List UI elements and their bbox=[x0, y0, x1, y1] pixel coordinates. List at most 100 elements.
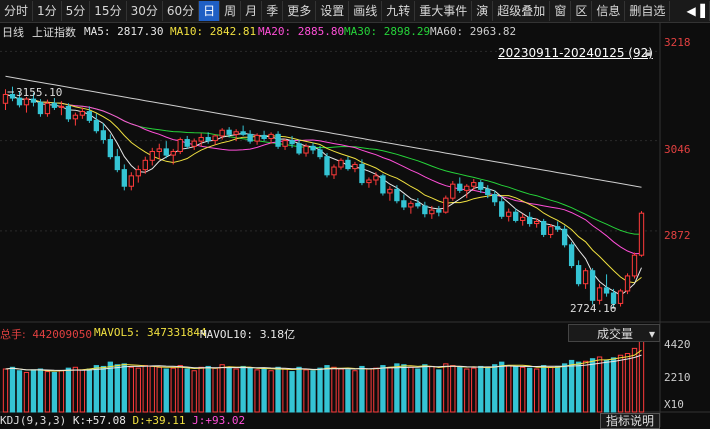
volume-bar bbox=[212, 367, 218, 413]
candle-body bbox=[345, 159, 351, 170]
toolbar-item-16[interactable]: 超级叠加 bbox=[493, 1, 551, 21]
candle-body bbox=[352, 163, 358, 170]
volume-bar bbox=[23, 371, 30, 413]
indicator-dropdown[interactable]: 成交量 ▾ bbox=[568, 324, 660, 342]
candle-body bbox=[617, 290, 624, 304]
volume-tick-high: 4420 bbox=[664, 338, 691, 351]
candle-body bbox=[226, 129, 232, 135]
volume-bar bbox=[527, 367, 533, 413]
candle-body bbox=[331, 166, 337, 176]
candle-body bbox=[401, 200, 407, 208]
toolbar-item-13[interactable]: 九转 bbox=[382, 1, 416, 21]
candle-body bbox=[114, 156, 120, 171]
toolbar-item-19[interactable]: 信息 bbox=[592, 1, 626, 21]
volume-bar bbox=[568, 359, 575, 413]
toolbar-item-5[interactable]: 60分 bbox=[163, 1, 200, 21]
collapse-panel-icon[interactable]: ◀▐ bbox=[683, 1, 710, 21]
candle-body bbox=[135, 169, 141, 177]
toolbar-item-14[interactable]: 重大事件 bbox=[415, 1, 473, 21]
toolbar-item-6[interactable]: 日 bbox=[199, 1, 221, 21]
candle-body bbox=[317, 149, 323, 158]
volume-bar bbox=[79, 369, 86, 413]
volume-bar bbox=[226, 366, 232, 413]
candle-body bbox=[23, 98, 30, 106]
volume-bar bbox=[638, 335, 645, 413]
candle-body bbox=[380, 175, 386, 194]
toolbar-item-11[interactable]: 设置 bbox=[316, 1, 350, 21]
ma60-line bbox=[5, 75, 642, 188]
candle-body bbox=[415, 202, 421, 207]
volume-bar bbox=[429, 365, 435, 413]
ma10-value: 2842.81 bbox=[209, 25, 257, 38]
toolbar-item-18[interactable]: 区 bbox=[571, 1, 593, 21]
volume-bar bbox=[561, 363, 568, 413]
candle-body bbox=[51, 102, 58, 108]
candle-body bbox=[554, 226, 561, 230]
volume-bar bbox=[128, 366, 134, 413]
volume-bar bbox=[415, 368, 421, 413]
toolbar-item-0[interactable]: 分时 bbox=[0, 1, 34, 21]
volume-bar bbox=[170, 367, 176, 413]
toolbar-item-8[interactable]: 月 bbox=[241, 1, 263, 21]
mavol10-value: 3.18亿 bbox=[259, 328, 296, 341]
toolbar-item-3[interactable]: 15分 bbox=[90, 1, 127, 21]
toolbar-item-20[interactable]: 删自选 bbox=[625, 1, 671, 21]
candle-body bbox=[359, 163, 365, 184]
kdj-j-label: J: bbox=[192, 414, 206, 427]
toolbar-item-7[interactable]: 周 bbox=[220, 1, 242, 21]
candle-body bbox=[540, 220, 547, 235]
toolbar-item-12[interactable]: 画线 bbox=[349, 1, 383, 21]
volume-bar bbox=[596, 356, 603, 413]
volume-bar bbox=[72, 366, 79, 413]
ma5-value: 2817.30 bbox=[117, 25, 164, 38]
volume-bar bbox=[464, 368, 470, 413]
volume-bar bbox=[317, 367, 323, 413]
toolbar-item-1[interactable]: 1分 bbox=[33, 1, 62, 21]
candle-body bbox=[121, 169, 127, 187]
candle-body bbox=[422, 205, 428, 215]
candle-body bbox=[205, 136, 211, 142]
ma20-label: MA20: bbox=[258, 25, 292, 38]
lock-icon[interactable]: 🔒︎ bbox=[645, 45, 652, 59]
volume-bar bbox=[443, 363, 449, 413]
candle-body bbox=[366, 179, 372, 184]
ma60-label: MA60: bbox=[430, 25, 464, 38]
mavol5-label: MAVOL5: bbox=[94, 326, 141, 339]
candle-body bbox=[149, 150, 155, 161]
volume-bar bbox=[422, 364, 428, 413]
volume-bar bbox=[387, 366, 393, 413]
candle-body bbox=[638, 212, 645, 256]
toolbar-item-15[interactable]: 演 bbox=[472, 1, 494, 21]
volume-total-label: 总手: bbox=[0, 328, 26, 341]
toolbar-item-17[interactable]: 窗 bbox=[550, 1, 572, 21]
kdj-d-label: D: bbox=[132, 414, 146, 427]
candle-body bbox=[429, 209, 435, 215]
candle-body bbox=[156, 148, 162, 152]
volume-bar bbox=[450, 365, 456, 413]
volume-bar bbox=[373, 367, 379, 413]
toolbar-item-2[interactable]: 5分 bbox=[62, 1, 91, 21]
volume-bar bbox=[275, 366, 281, 413]
candle-body bbox=[568, 244, 575, 267]
volume-bar bbox=[30, 369, 37, 413]
volume-bar bbox=[617, 354, 624, 413]
volume-bar bbox=[296, 366, 302, 413]
date-range[interactable]: 20230911-20240125 (92) bbox=[498, 46, 653, 60]
candle-body bbox=[16, 97, 23, 106]
toolbar-item-10[interactable]: 更多 bbox=[283, 1, 317, 21]
toolbar-item-4[interactable]: 30分 bbox=[127, 1, 163, 21]
toolbar-item-9[interactable]: 季 bbox=[262, 1, 284, 21]
kdj-k-label: K: bbox=[72, 414, 87, 427]
volume-bar bbox=[58, 370, 65, 413]
price-tick-mid: 3046 bbox=[664, 143, 691, 156]
period-label: 日线 bbox=[2, 26, 24, 39]
volume-bar bbox=[247, 367, 253, 413]
candle-body bbox=[338, 159, 344, 168]
candle-body bbox=[44, 102, 51, 115]
ma60-value: 2963.82 bbox=[469, 25, 517, 38]
candle-body bbox=[303, 145, 309, 154]
volume-bar bbox=[121, 363, 127, 413]
volume-bar bbox=[471, 367, 477, 413]
candle-body bbox=[373, 175, 379, 181]
